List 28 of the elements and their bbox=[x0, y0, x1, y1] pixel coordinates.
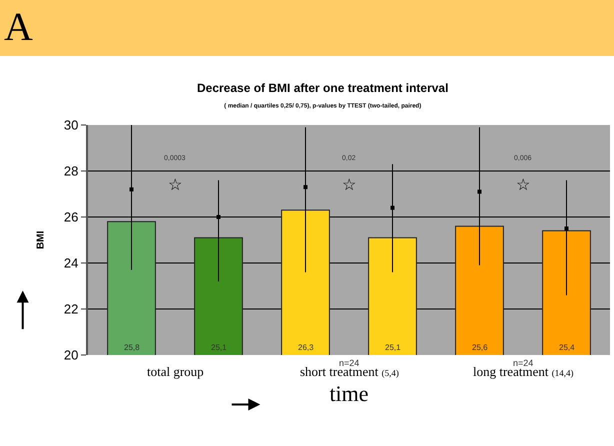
y-axis-title: BMI bbox=[35, 230, 46, 250]
point bbox=[478, 190, 482, 194]
y-tick-label: 22 bbox=[64, 302, 78, 317]
text: n=24 bbox=[513, 358, 534, 368]
point bbox=[216, 215, 220, 219]
point bbox=[564, 226, 568, 230]
chart-title: Decrease of BMI after one treatment interval bbox=[197, 81, 448, 95]
point bbox=[390, 206, 394, 210]
data-label: 26,3 bbox=[298, 343, 314, 352]
y-tick-label: 30 bbox=[64, 118, 78, 133]
annotation: ☆ bbox=[516, 175, 530, 194]
point bbox=[130, 187, 134, 192]
text: n=24 bbox=[339, 358, 360, 368]
x-axis-title: time bbox=[329, 380, 369, 406]
text: total group bbox=[147, 364, 204, 379]
data-label: 25,8 bbox=[124, 343, 140, 352]
data-label: 25,4 bbox=[559, 343, 576, 352]
data-label: 25,6 bbox=[472, 343, 488, 352]
y-tick-label: 24 bbox=[64, 256, 78, 271]
text: A bbox=[4, 4, 33, 49]
annotation: ☆ bbox=[342, 175, 356, 194]
point bbox=[304, 185, 308, 190]
y-tick-label: 28 bbox=[64, 164, 78, 179]
y-tick-label: 20 bbox=[64, 348, 78, 363]
data-label: 25,1 bbox=[211, 343, 228, 352]
y-tick-label: 26 bbox=[64, 210, 78, 225]
annotation: ☆ bbox=[168, 175, 182, 194]
data-label: 25,1 bbox=[385, 343, 402, 352]
